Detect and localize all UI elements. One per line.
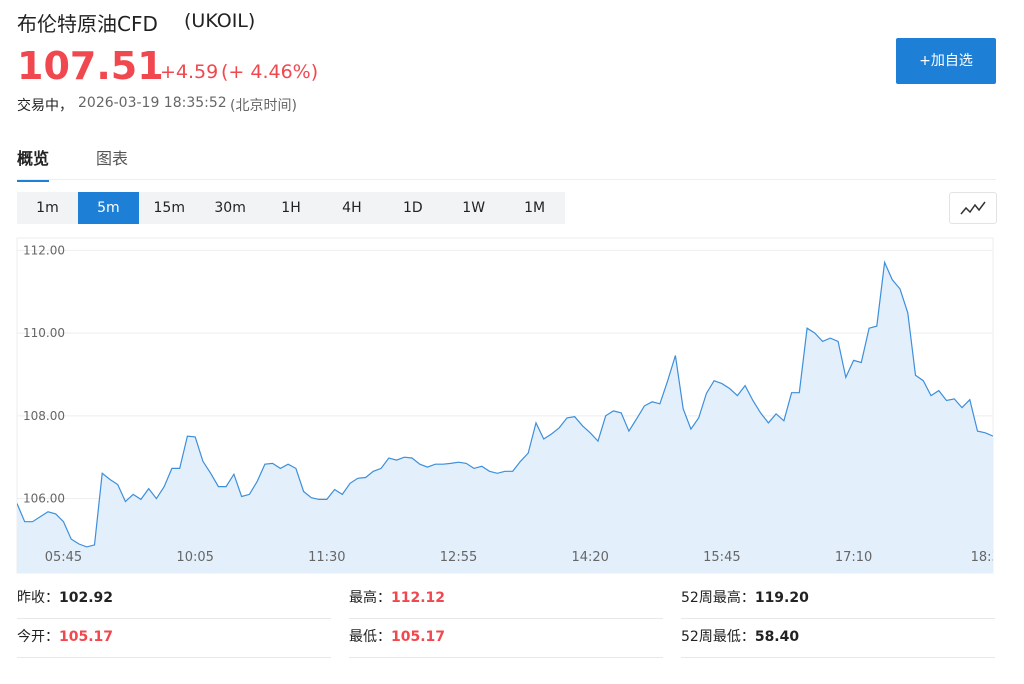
- interval-bar: 1m 5m 15m 30m 1H 4H 1D 1W 1M: [17, 192, 565, 224]
- stat: 最低：105.17: [349, 619, 663, 658]
- x-tick-label: 05:45: [45, 550, 82, 565]
- tab[interactable]: 图表: [96, 149, 129, 168]
- x-tick-label: 11:30: [308, 550, 345, 565]
- divider: [17, 179, 996, 180]
- stat-value: 105.17: [59, 629, 114, 645]
- instrument-name: 布伦特原油CFD: [17, 12, 158, 36]
- chart: 106.00 108.00 110.00 112.00 05:45 10:05 11:30 1…: [16, 237, 1000, 574]
- stat: 52周最高：119.20: [681, 580, 995, 619]
- interval-button[interactable]: 15m: [153, 200, 185, 216]
- interval-button[interactable]: 5m: [77, 192, 139, 224]
- timezone: (北京时间): [230, 98, 297, 114]
- stat-label: 52周最低：: [681, 629, 755, 645]
- icon: [960, 201, 986, 215]
- stat: 52周最低：58.40: [681, 619, 995, 658]
- chart-type-button[interactable]: [949, 192, 997, 224]
- interval-button[interactable]: 1W: [462, 200, 486, 216]
- plot: 106.00 108.00 110.00 112.00 05:45 10:05 11:30 1…: [17, 243, 1000, 573]
- symbol: (UKOIL): [184, 10, 256, 32]
- x-tick-label: 15:45: [703, 550, 740, 565]
- y-tick-label: 110.00: [23, 326, 65, 340]
- y-tick-label: 112.00: [23, 243, 65, 257]
- line: [17, 260, 993, 548]
- y-tick-label: 106.00: [23, 492, 65, 506]
- stat-label: 昨收：: [17, 590, 59, 606]
- watch-button[interactable]: +加自选: [896, 38, 996, 84]
- stat-label: 52周最高：: [681, 590, 755, 606]
- x-tick-label: 14:20: [571, 550, 608, 565]
- stat-label: 今开：: [17, 629, 59, 645]
- stat-value: 58.40: [754, 629, 800, 645]
- tab[interactable]: 概览: [17, 145, 50, 182]
- stat-value: 105.17: [391, 629, 446, 645]
- x-tick-label: 18:3: [971, 550, 1000, 565]
- stat-value: 112.12: [391, 590, 446, 606]
- x-tick-label: 10:05: [176, 550, 213, 565]
- interval-button[interactable]: 1H: [281, 200, 301, 216]
- price: 107.51: [17, 44, 164, 88]
- stat: 今开：105.17: [17, 619, 331, 658]
- area: [17, 262, 993, 573]
- stat-value: 119.20: [754, 590, 809, 606]
- y-tick-label: 108.00: [23, 409, 65, 423]
- interval-button[interactable]: 4H: [342, 200, 362, 216]
- change-percent: (+ 4.46%): [221, 61, 319, 83]
- stat: 最高：112.12: [349, 580, 663, 619]
- interval-button[interactable]: 30m: [214, 200, 246, 216]
- stat: 昨收：102.92: [17, 580, 331, 619]
- x-tick-label: 12:55: [440, 550, 477, 565]
- stat-label: 最低：: [349, 629, 391, 645]
- change: +4.59: [160, 61, 219, 83]
- stat-label: 最高：: [349, 590, 391, 606]
- interval-button[interactable]: 1D: [402, 200, 423, 216]
- x-tick-label: 17:10: [835, 550, 872, 565]
- stat-value: 102.92: [59, 590, 114, 606]
- interval-button[interactable]: 1m: [36, 200, 59, 216]
- interval-button[interactable]: 1M: [524, 200, 546, 216]
- timestamp: 2026-03-19 18:35:52: [78, 95, 227, 111]
- status: 交易中，: [17, 98, 73, 114]
